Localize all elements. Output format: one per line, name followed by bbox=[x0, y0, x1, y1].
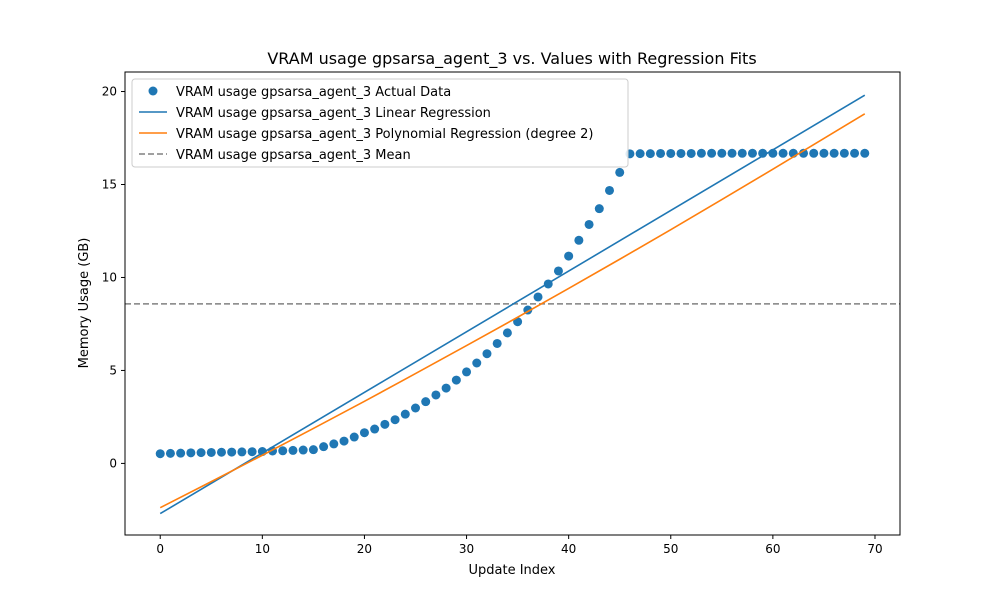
polynomial-regression-line bbox=[159, 113, 866, 509]
data-point bbox=[288, 445, 298, 455]
y-tick-label: 20 bbox=[102, 85, 117, 99]
data-point bbox=[513, 317, 523, 327]
y-tick-label: 0 bbox=[109, 456, 117, 470]
legend-marker-actual bbox=[148, 86, 158, 96]
y-tick-label: 15 bbox=[102, 177, 117, 191]
data-point bbox=[400, 409, 410, 419]
data-point bbox=[155, 449, 165, 459]
data-point bbox=[319, 442, 329, 452]
legend: VRAM usage gpsarsa_agent_3 Actual Data V… bbox=[131, 78, 629, 168]
data-point bbox=[165, 448, 175, 458]
x-tick-label: 20 bbox=[357, 542, 372, 556]
data-point bbox=[472, 358, 482, 368]
legend-label-linear: VRAM usage gpsarsa_agent_3 Linear Regres… bbox=[176, 106, 491, 121]
data-point bbox=[686, 148, 696, 158]
x-tick-label: 50 bbox=[663, 542, 678, 556]
linear-regression-line bbox=[159, 94, 866, 515]
data-point bbox=[696, 148, 706, 158]
data-point bbox=[278, 446, 288, 456]
data-point bbox=[717, 148, 727, 158]
data-point bbox=[370, 424, 380, 434]
data-point bbox=[359, 428, 369, 438]
data-point bbox=[727, 148, 737, 158]
data-point bbox=[778, 148, 788, 158]
data-point bbox=[737, 148, 747, 158]
data-point bbox=[839, 148, 849, 158]
y-axis-label: Memory Usage (GB) bbox=[77, 238, 92, 369]
data-point bbox=[410, 403, 420, 413]
data-point bbox=[196, 448, 206, 458]
data-point bbox=[421, 397, 431, 407]
data-point bbox=[431, 390, 441, 400]
data-point bbox=[666, 148, 676, 158]
data-point bbox=[308, 445, 318, 455]
data-point bbox=[482, 349, 492, 359]
data-point bbox=[227, 447, 237, 457]
data-point bbox=[380, 419, 390, 429]
data-point bbox=[594, 204, 604, 214]
x-tick-label: 40 bbox=[561, 542, 576, 556]
data-point bbox=[247, 447, 257, 457]
data-point bbox=[441, 383, 451, 393]
data-point bbox=[349, 432, 359, 442]
data-point bbox=[533, 292, 543, 302]
data-point bbox=[747, 148, 757, 158]
data-point bbox=[860, 148, 870, 158]
data-point bbox=[206, 447, 216, 457]
data-point bbox=[809, 148, 819, 158]
data-point bbox=[339, 436, 349, 446]
data-point bbox=[329, 439, 339, 449]
data-point bbox=[553, 266, 563, 276]
data-point bbox=[451, 375, 461, 385]
data-point bbox=[799, 148, 809, 158]
legend-label-poly: VRAM usage gpsarsa_agent_3 Polynomial Re… bbox=[176, 127, 593, 142]
data-point bbox=[707, 148, 717, 158]
data-point bbox=[502, 328, 512, 338]
x-tick-label: 0 bbox=[156, 542, 164, 556]
data-point bbox=[584, 219, 594, 229]
legend-label-mean: VRAM usage gpsarsa_agent_3 Mean bbox=[176, 148, 411, 163]
data-point bbox=[237, 447, 247, 457]
data-point bbox=[605, 185, 615, 195]
legend-box bbox=[131, 78, 629, 168]
plot-frame bbox=[124, 71, 901, 536]
data-point bbox=[850, 148, 860, 158]
data-point bbox=[615, 167, 625, 177]
x-tick-label: 10 bbox=[255, 542, 270, 556]
data-point bbox=[298, 445, 308, 455]
x-tick-label: 30 bbox=[459, 542, 474, 556]
chart-title: VRAM usage gpsarsa_agent_3 vs. Values wi… bbox=[267, 49, 756, 69]
legend-label-actual: VRAM usage gpsarsa_agent_3 Actual Data bbox=[176, 85, 451, 100]
data-point bbox=[758, 148, 768, 158]
data-point bbox=[564, 251, 574, 261]
data-point bbox=[635, 149, 645, 159]
data-point bbox=[492, 338, 502, 348]
x-tick-label: 70 bbox=[867, 542, 882, 556]
data-point bbox=[656, 148, 666, 158]
data-point bbox=[176, 448, 186, 458]
y-tick-label: 5 bbox=[109, 363, 117, 377]
data-point bbox=[574, 235, 584, 245]
data-point bbox=[645, 149, 655, 159]
data-point bbox=[216, 447, 226, 457]
data-point bbox=[390, 415, 400, 425]
x-axis-label: Update Index bbox=[468, 563, 555, 578]
data-point bbox=[819, 148, 829, 158]
data-point bbox=[186, 448, 196, 458]
y-tick-label: 10 bbox=[102, 270, 117, 284]
x-tick-label: 60 bbox=[765, 542, 780, 556]
data-point bbox=[676, 148, 686, 158]
data-point bbox=[829, 148, 839, 158]
data-point bbox=[462, 367, 472, 377]
